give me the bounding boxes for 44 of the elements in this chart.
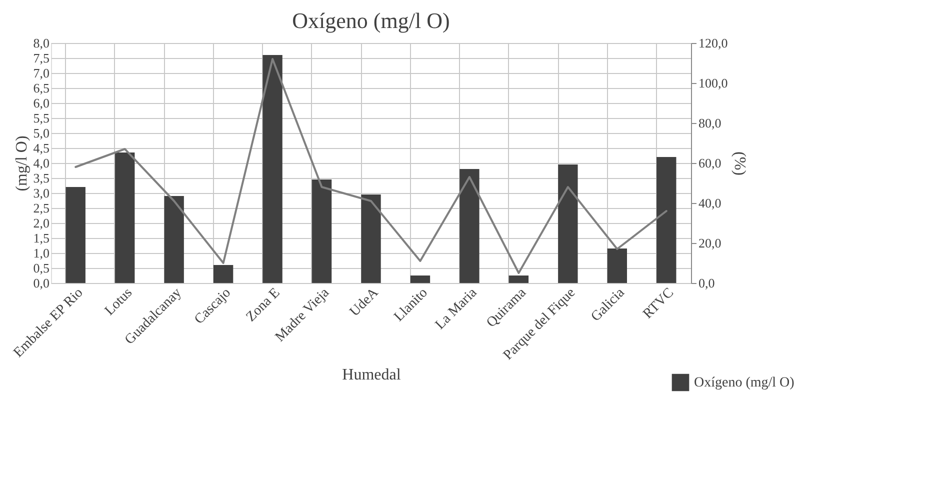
- bar: [312, 180, 332, 283]
- bar: [115, 152, 135, 283]
- y-tick-label: 2,0: [33, 216, 50, 230]
- y-tick-label: 0,5: [33, 260, 50, 276]
- chart-title: Oxígeno (mg/l O): [292, 8, 450, 33]
- bar: [410, 276, 430, 283]
- y-tick-label: 8,0: [33, 36, 50, 50]
- y-tick-label: 5,5: [33, 110, 50, 126]
- bar: [607, 248, 627, 283]
- y2-tick-label: 100,0: [698, 76, 728, 90]
- y-tick-label: 4,0: [33, 156, 50, 170]
- bar: [262, 55, 282, 283]
- y2-tick-label: 120,0: [698, 36, 728, 50]
- legend-label: Oxígeno (mg/l O): [694, 376, 795, 390]
- y2-tick-label: 60,0: [698, 156, 722, 170]
- line-series: [74, 58, 668, 274]
- y-tick-label: 6,5: [33, 80, 50, 96]
- bar: [361, 194, 381, 283]
- y-tick-label: 3,0: [33, 186, 50, 200]
- y2-axis-title: (%): [730, 152, 748, 176]
- y-tick-label: 0,0: [33, 276, 50, 290]
- bar: [213, 265, 234, 283]
- y-tick-label: 5,0: [33, 126, 50, 140]
- y-tick-label: 7,5: [33, 50, 50, 66]
- bar: [164, 196, 184, 283]
- y2-tick-label: 80,0: [698, 116, 722, 130]
- y-tick-label: 7,0: [33, 66, 50, 80]
- y-axis-title: (mg/l O): [13, 136, 30, 192]
- x-tick-label: Zona E: [244, 286, 284, 325]
- y-tick-label: 3,5: [33, 170, 50, 186]
- y2-tick-label: 20,0: [698, 236, 722, 250]
- bar: [656, 157, 676, 283]
- y-tick-label: 4,5: [33, 140, 50, 156]
- y-tick-label: 1,5: [33, 230, 50, 246]
- y2-tick-label: 0,0: [698, 276, 715, 290]
- y2-tick-label: 40,0: [698, 196, 722, 210]
- bar: [558, 164, 578, 283]
- x-axis-title: Humedal: [342, 366, 402, 384]
- bar: [460, 169, 480, 283]
- y-tick-label: 6,0: [33, 96, 50, 110]
- y-tick-label: 2,5: [33, 200, 50, 216]
- bar: [508, 276, 529, 283]
- bar: [66, 187, 86, 283]
- y-tick-label: 1,0: [33, 246, 50, 260]
